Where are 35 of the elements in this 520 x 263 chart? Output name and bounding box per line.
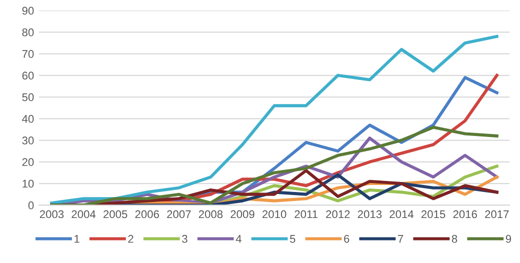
y-tick-label: 20 [22,158,34,166]
legend-label: 5 [290,235,296,243]
y-tick-label: 10 [22,180,34,188]
x-tick-label: 2006 [135,210,159,218]
x-tick-label: 2008 [198,210,223,218]
x-tick-label: 2013 [358,210,382,218]
x-tick-label: 2009 [230,210,254,218]
x-tick-label: 2004 [72,210,96,218]
legend-label: 9 [506,234,512,243]
x-tick-label: 2011 [294,210,318,218]
x-tick-label: 2017 [485,210,509,218]
y-tick-label: 40 [22,114,34,123]
y-tick-label: 50 [22,93,34,102]
x-tick-label: 2005 [104,210,128,218]
x-tick-label: 2003 [40,210,64,218]
legend-label: 8 [452,234,458,243]
legend-label: 7 [398,235,404,243]
y-tick-label: 60 [22,72,34,80]
x-tick-label: 2016 [453,210,477,218]
legend-label: 3 [182,234,188,243]
x-tick-label: 2012 [326,210,350,218]
x-tick-label: 2010 [262,210,286,218]
legend-label: 1 [74,235,80,243]
y-tick-label: 30 [22,136,34,144]
x-tick-label: 2014 [390,210,414,218]
x-tick-label: 2007 [167,210,191,218]
y-tick-label: 80 [22,28,34,36]
legend-label: 4 [236,235,242,243]
y-tick-label: 70 [22,50,34,58]
line-series [50,34,498,205]
legend-label: 2 [128,234,134,243]
x-tick-label: 2015 [421,210,446,218]
y-tick-label: 0 [28,201,34,210]
legend-label: 6 [344,234,350,243]
y-tick-label: 90 [22,6,34,15]
